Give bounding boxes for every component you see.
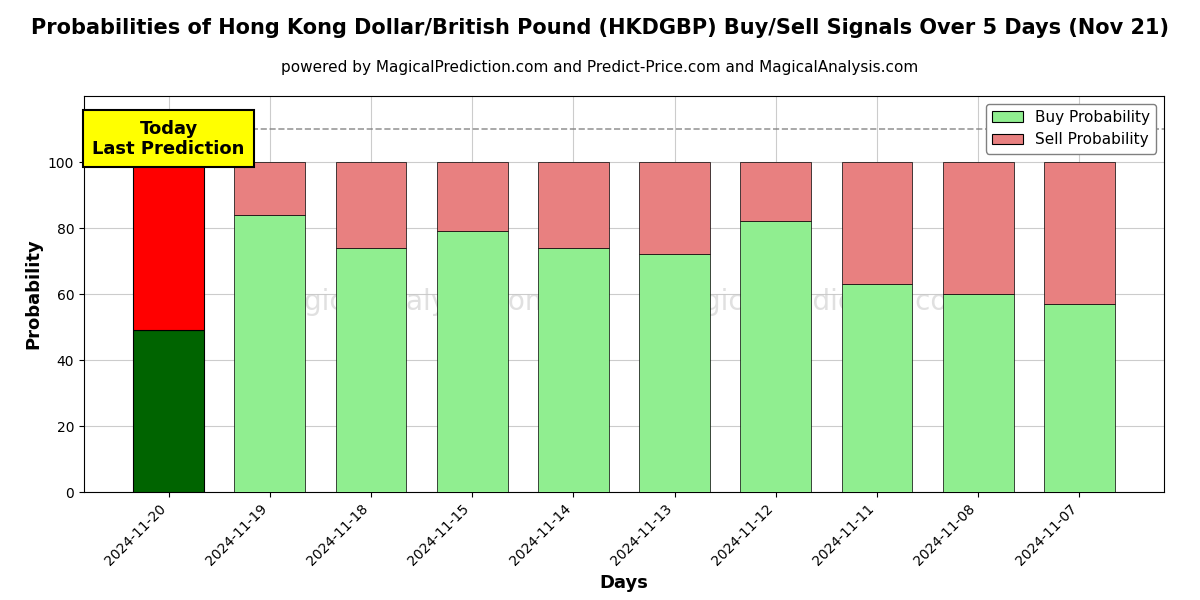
Bar: [1044, 304, 1115, 492]
Bar: [841, 284, 912, 492]
Bar: [943, 162, 1014, 294]
Bar: [234, 162, 305, 215]
Text: Probabilities of Hong Kong Dollar/British Pound (HKDGBP) Buy/Sell Signals Over 5: Probabilities of Hong Kong Dollar/Britis…: [31, 18, 1169, 38]
Bar: [437, 162, 508, 231]
Bar: [133, 162, 204, 330]
Text: Today
Last Prediction: Today Last Prediction: [92, 119, 245, 158]
Bar: [336, 162, 407, 248]
Bar: [234, 215, 305, 492]
X-axis label: Days: Days: [600, 574, 648, 592]
Bar: [943, 294, 1014, 492]
Y-axis label: Probability: Probability: [24, 239, 42, 349]
Bar: [640, 254, 710, 492]
Bar: [538, 248, 608, 492]
Bar: [437, 231, 508, 492]
Bar: [740, 221, 811, 492]
Text: MagicalAnalysis.com: MagicalAnalysis.com: [264, 288, 552, 316]
Bar: [740, 162, 811, 221]
Legend: Buy Probability, Sell Probability: Buy Probability, Sell Probability: [986, 104, 1157, 154]
Text: powered by MagicalPrediction.com and Predict-Price.com and MagicalAnalysis.com: powered by MagicalPrediction.com and Pre…: [281, 60, 919, 75]
Bar: [538, 162, 608, 248]
Bar: [133, 330, 204, 492]
Bar: [336, 248, 407, 492]
Text: MagicalPrediction.com: MagicalPrediction.com: [662, 288, 974, 316]
Bar: [1044, 162, 1115, 304]
Bar: [841, 162, 912, 284]
Bar: [640, 162, 710, 254]
